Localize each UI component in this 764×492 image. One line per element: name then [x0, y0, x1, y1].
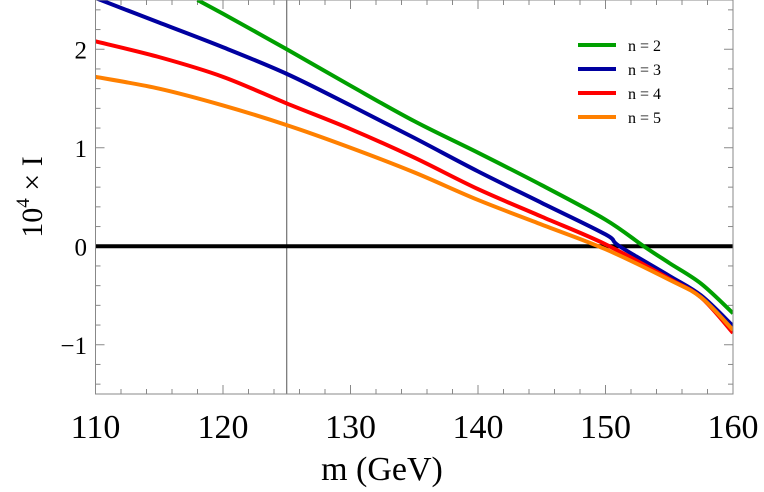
x-axis-label: m (GeV) — [321, 451, 443, 488]
x-tick-label: 160 — [708, 409, 759, 446]
legend-label: n = 3 — [628, 62, 661, 79]
plot-frame — [95, 0, 734, 395]
y-tick-label: 1 — [75, 136, 88, 163]
x-tick-label: 110 — [71, 409, 121, 446]
x-tick-label: 140 — [453, 409, 504, 446]
legend-label: n = 5 — [628, 110, 661, 127]
y-axis-label-base: 10 — [16, 208, 49, 238]
x-tick-label: 120 — [198, 409, 249, 446]
x-tick-labels: 110 120 130 140 150 160 — [71, 409, 759, 446]
y-axis-label-exponent: 4 — [13, 198, 34, 208]
reference-lines — [95, 0, 733, 394]
x-tick-label: 150 — [580, 409, 631, 446]
series-group — [95, 0, 733, 335]
legend-label: n = 4 — [628, 86, 661, 103]
series-line-n5 — [95, 74, 733, 332]
y-tick-label: 2 — [75, 37, 88, 64]
y-tick-label: −1 — [60, 333, 87, 360]
y-tick-labels: −1 0 1 2 — [60, 37, 87, 360]
legend-label: n = 2 — [628, 38, 661, 55]
minor-ticks — [95, 0, 734, 394]
series-line-n3 — [95, 0, 733, 328]
series-line-n2 — [196, 0, 733, 315]
y-tick-label: 0 — [75, 234, 88, 261]
x-tick-label: 130 — [325, 409, 376, 446]
y-axis-label-rest: × I — [16, 156, 49, 198]
legend: n = 2 n = 3 n = 4 n = 5 — [578, 38, 661, 127]
y-axis-label: 104 × I — [13, 156, 49, 237]
